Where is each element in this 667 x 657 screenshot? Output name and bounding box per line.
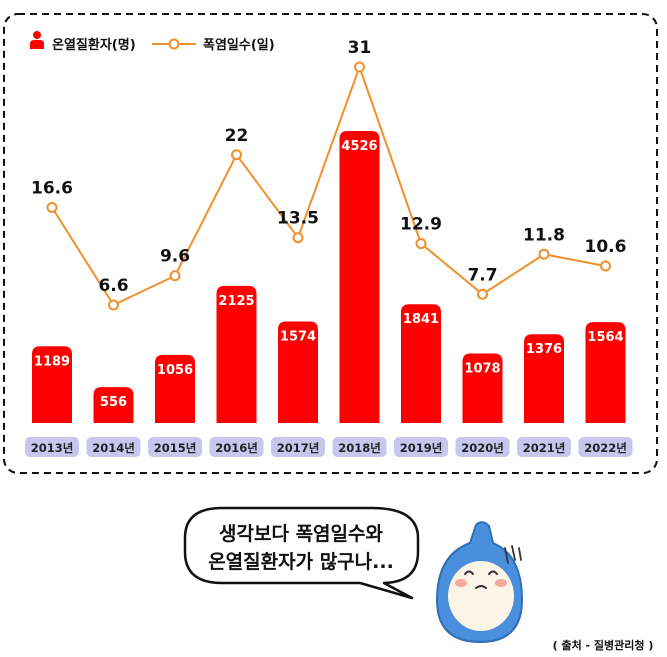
category-pill [148,437,202,457]
mascot-sweat-lines [504,545,522,564]
bar-2019년 [401,304,441,423]
category-pill [455,437,510,457]
category-pill [271,437,325,457]
bar-2013년 [32,346,72,423]
mascot-character [435,521,524,644]
line-point-2017년 [292,232,304,244]
speech-bubble: 생각보다 폭염일수와 온열질환자가 많구나... [183,506,420,600]
bar-value-label: 1376 [526,342,562,357]
line-value-label: 12.9 [400,215,442,235]
mascot-eye-left [464,570,474,575]
legend-person-icon [30,31,44,49]
heatwave-days-line [51,64,606,307]
bar-value-label: 1189 [34,354,70,369]
legend-label-patients: 온열질환자(명) [52,37,136,53]
line-value-label: 13.5 [277,209,319,229]
bar-value-label: 1056 [157,363,193,378]
source-note: ( 출처 - 질병관리청 ) [553,638,654,652]
line-point-2020년 [477,288,488,300]
bar-2022년 [585,322,626,423]
category-pill [25,437,79,457]
bar-2017년 [278,321,318,423]
category-pill [209,437,264,457]
legend: 온열질환자(명) 폭염일수(일) [30,31,275,53]
bar-2018년 [339,131,380,423]
category-label: 2022년 [584,441,627,455]
line-point-2019년 [415,238,427,250]
line-point-2021년 [538,248,550,260]
bar-value-label: 4526 [341,139,377,154]
line-point-2013년 [46,201,58,213]
category-label: 2018년 [338,441,381,455]
mascot-cheek-right [495,579,507,587]
category-label: 2014년 [92,441,135,455]
bar-value-label: 1564 [587,330,623,345]
category-pill [86,437,141,457]
line-value-label: 10.6 [585,237,627,257]
category-label: 2013년 [31,441,74,455]
caption-line-2: 온열질환자가 많구나... [208,551,394,573]
mascot-mouth [475,585,487,589]
line-value-label: 22 [225,126,249,146]
line-value-label: 31 [348,38,372,58]
line-value-label: 6.6 [98,276,128,296]
line-value-label: 7.7 [467,265,497,285]
line-point-2014년 [108,299,119,311]
bar-2014년 [93,387,134,423]
category-label: 2016년 [215,441,258,455]
bar-value-label: 1841 [403,312,439,327]
category-label: 2015년 [154,441,197,455]
category-pill [517,437,571,457]
chart-frame [3,13,658,474]
bar-2020년 [462,353,503,423]
line-point-2018년 [354,61,365,73]
category-pill [578,437,633,457]
mascot-eye-right [488,570,498,575]
category-label: 2017년 [277,441,320,455]
line-point-2022년 [600,260,611,272]
bar-value-label: 2125 [218,294,254,309]
mascot-cheek-left [455,579,467,587]
category-pill [332,437,387,457]
line-value-label: 9.6 [160,247,190,267]
legend-line-icon [152,38,196,50]
category-pill [394,437,448,457]
category-label: 2020년 [461,441,504,455]
bar-2021년 [524,334,564,423]
bar-value-label: 1078 [464,361,500,376]
mascot-face [448,561,514,631]
line-value-label: 11.8 [523,225,565,245]
bar-value-label: 556 [100,395,127,410]
caption-line-1: 생각보다 폭염일수와 [219,523,383,545]
bar-2016년 [216,285,257,423]
category-label: 2021년 [523,441,566,455]
category-label: 2019년 [400,441,443,455]
bar-2015년 [155,354,195,423]
line-point-2016년 [231,149,242,161]
legend-label-heatwave-days: 폭염일수(일) [203,37,275,53]
bar-value-label: 1574 [280,329,316,344]
line-point-2015년 [169,270,181,282]
line-value-label: 16.6 [31,178,73,198]
